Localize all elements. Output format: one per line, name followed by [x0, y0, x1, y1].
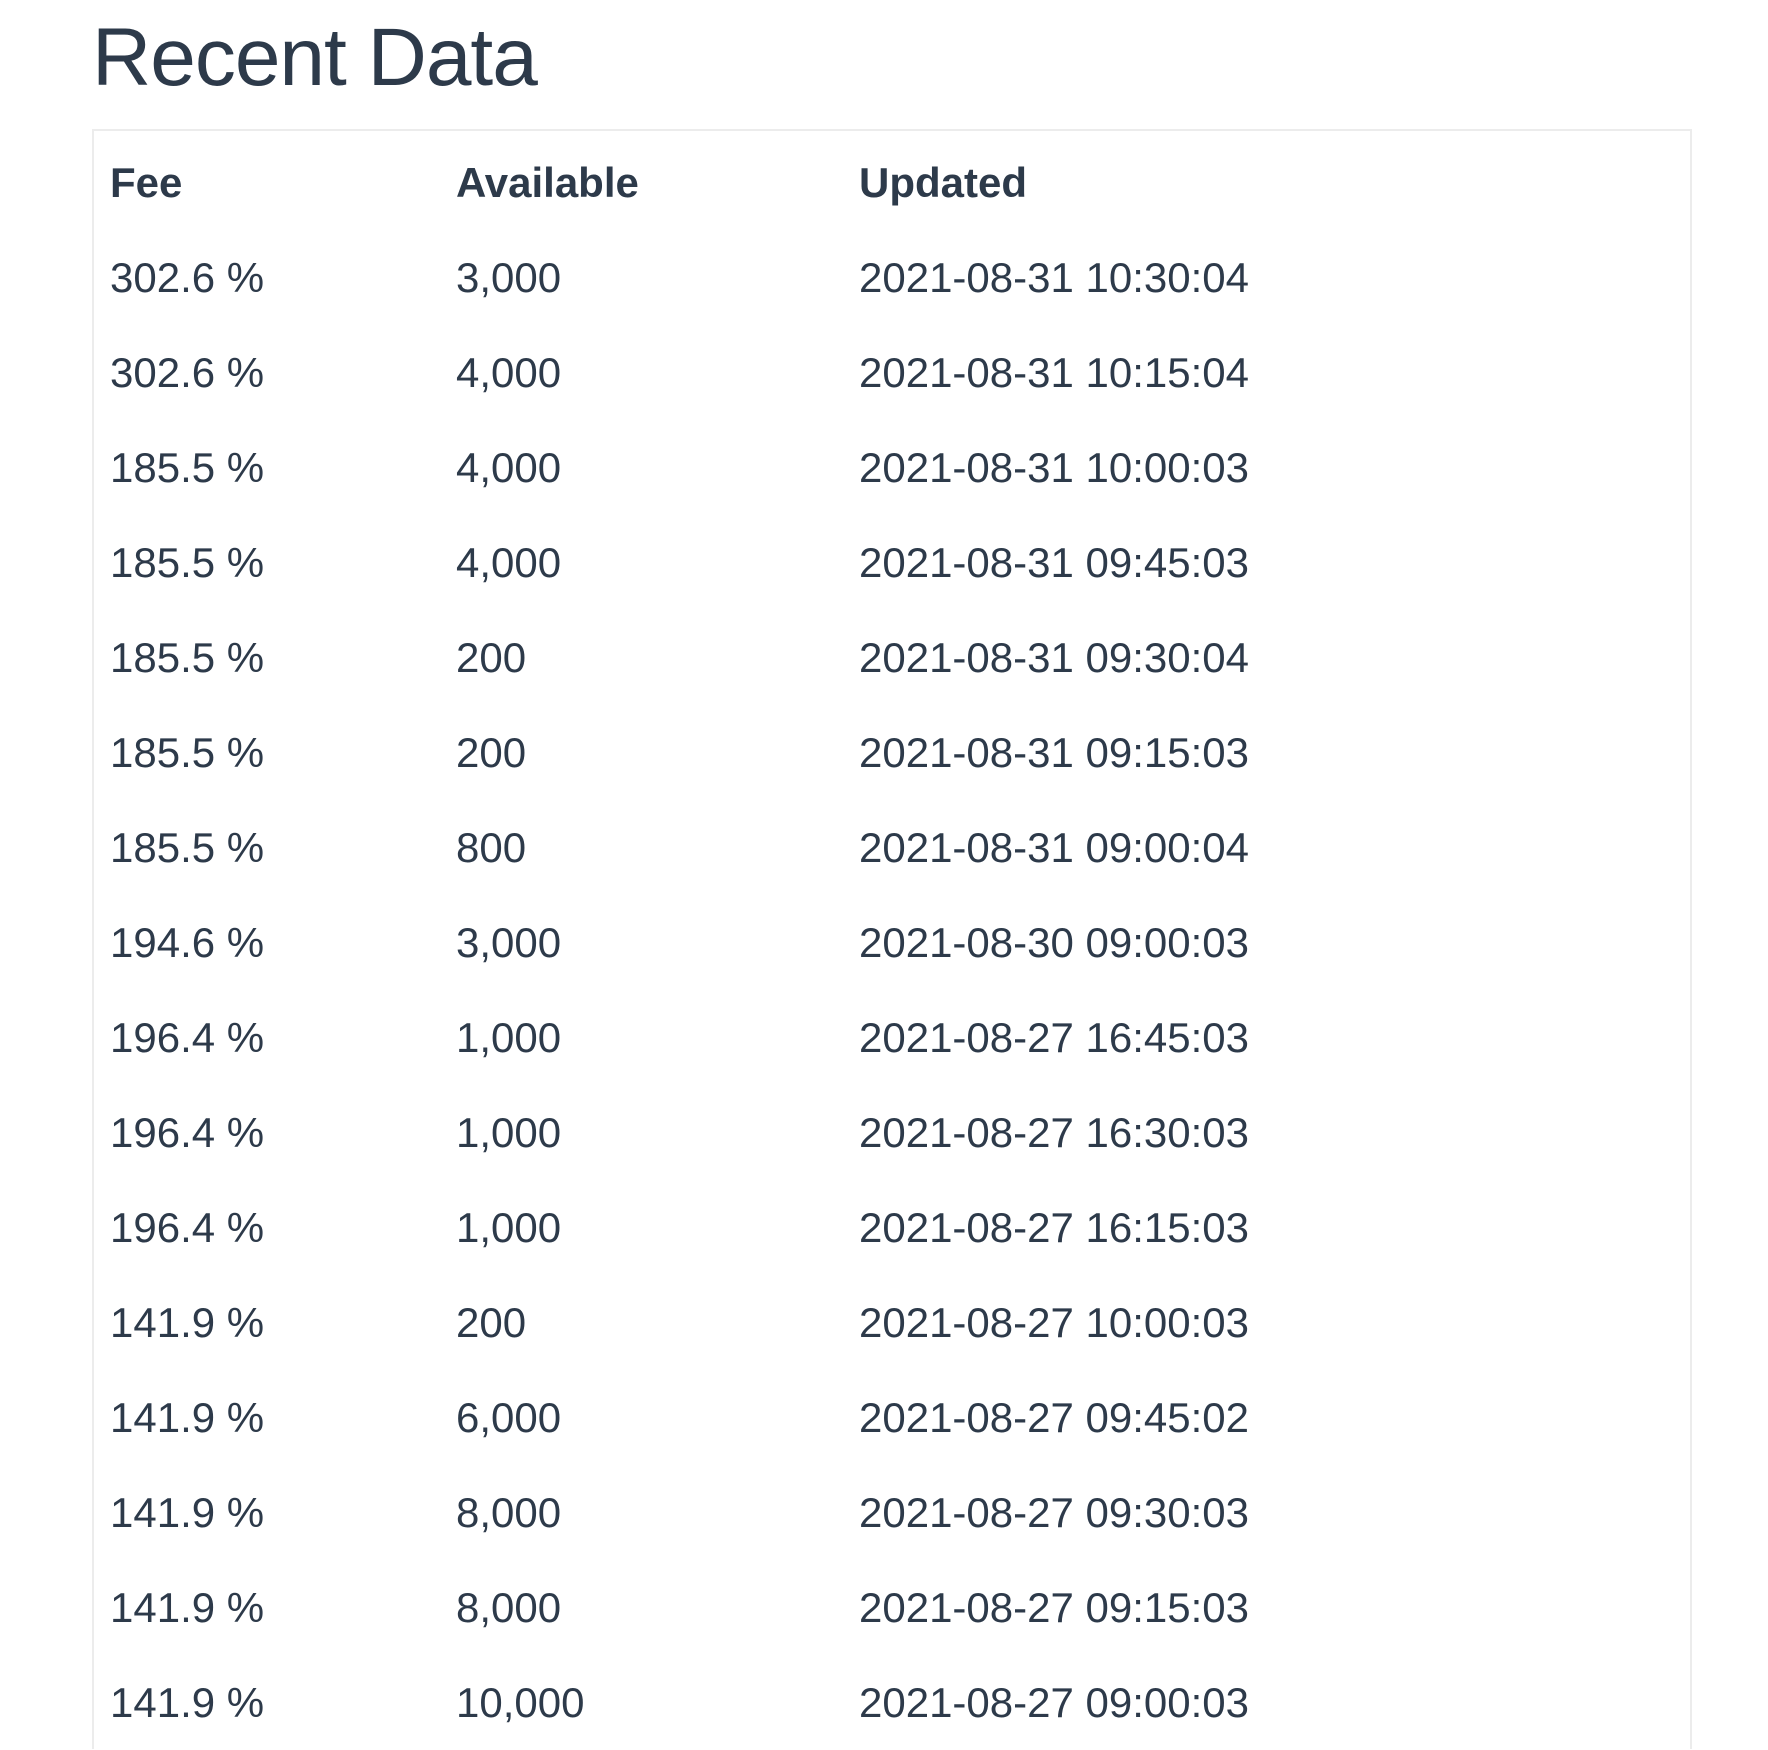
page-title: Recent Data [92, 12, 538, 103]
updated-cell: 2021-08-27 09:00:03 [859, 1679, 1249, 1726]
table-row: 185.5 % 4,000 2021-08-31 10:00:03 [94, 420, 1690, 515]
available-cell: 200 [456, 634, 527, 681]
updated-cell: 2021-08-31 10:00:03 [859, 444, 1249, 491]
table-row: 141.9 % 8,000 2021-08-27 09:15:03 [94, 1560, 1690, 1655]
table-header-row: Fee Available Updated [94, 135, 1690, 230]
updated-cell: 2021-08-31 09:00:04 [859, 824, 1249, 871]
fee-cell: 196.4 % [110, 1014, 265, 1061]
available-cell: 1,000 [456, 1204, 562, 1251]
updated-cell: 2021-08-31 09:15:03 [859, 729, 1249, 776]
fee-cell: 302.6 % [110, 349, 265, 396]
fee-cell: 194.6 % [110, 919, 265, 966]
column-header-updated: Updated [859, 159, 1027, 206]
updated-cell: 2021-08-31 10:15:04 [859, 349, 1249, 396]
available-cell: 1,000 [456, 1014, 562, 1061]
column-header-fee: Fee [110, 159, 183, 206]
column-header-available: Available [456, 159, 639, 206]
table-row: 196.4 % 1,000 2021-08-27 16:15:03 [94, 1180, 1690, 1275]
available-cell: 8,000 [456, 1489, 562, 1536]
available-cell: 10,000 [456, 1679, 585, 1726]
available-cell: 6,000 [456, 1394, 562, 1441]
updated-cell: 2021-08-27 16:15:03 [859, 1204, 1249, 1251]
fee-cell: 196.4 % [110, 1204, 265, 1251]
updated-cell: 2021-08-27 16:45:03 [859, 1014, 1249, 1061]
fee-cell: 141.9 % [110, 1394, 265, 1441]
fee-cell: 141.9 % [110, 1679, 265, 1726]
fee-cell: 141.9 % [110, 1489, 265, 1536]
available-cell: 3,000 [456, 254, 562, 301]
fee-cell: 302.6 % [110, 254, 265, 301]
updated-cell: 2021-08-27 16:30:03 [859, 1109, 1249, 1156]
available-cell: 4,000 [456, 444, 562, 491]
table-row: 302.6 % 4,000 2021-08-31 10:15:04 [94, 325, 1690, 420]
available-cell: 1,000 [456, 1109, 562, 1156]
table-row: 185.5 % 200 2021-08-31 09:30:04 [94, 610, 1690, 705]
table-row: 194.6 % 3,000 2021-08-30 09:00:03 [94, 895, 1690, 990]
fee-cell: 185.5 % [110, 444, 265, 491]
table-row: 141.9 % 10,000 2021-08-27 09:00:03 [94, 1655, 1690, 1750]
fee-cell: 196.4 % [110, 1109, 265, 1156]
updated-cell: 2021-08-27 10:00:03 [859, 1299, 1249, 1346]
updated-cell: 2021-08-27 09:45:02 [859, 1394, 1249, 1441]
fee-cell: 141.9 % [110, 1299, 265, 1346]
available-cell: 200 [456, 1299, 527, 1346]
updated-cell: 2021-08-31 09:45:03 [859, 539, 1249, 586]
updated-cell: 2021-08-31 10:30:04 [859, 254, 1249, 301]
table-row: 141.9 % 6,000 2021-08-27 09:45:02 [94, 1370, 1690, 1465]
available-cell: 4,000 [456, 539, 562, 586]
table-row: 302.6 % 3,000 2021-08-31 10:30:04 [94, 230, 1690, 325]
fee-cell: 185.5 % [110, 539, 265, 586]
updated-cell: 2021-08-27 09:30:03 [859, 1489, 1249, 1536]
updated-cell: 2021-08-31 09:30:04 [859, 634, 1249, 681]
updated-cell: 2021-08-27 09:15:03 [859, 1584, 1249, 1631]
fee-cell: 185.5 % [110, 824, 265, 871]
recent-data-table: Fee Available Updated 302.6 % 3,000 2021-0… [92, 129, 1692, 1749]
table-row: 185.5 % 200 2021-08-31 09:15:03 [94, 705, 1690, 800]
table-row: 196.4 % 1,000 2021-08-27 16:45:03 [94, 990, 1690, 1085]
fee-cell: 185.5 % [110, 729, 265, 776]
table-row: 141.9 % 8,000 2021-08-27 09:30:03 [94, 1465, 1690, 1560]
fee-cell: 185.5 % [110, 634, 265, 681]
available-cell: 8,000 [456, 1584, 562, 1631]
available-cell: 4,000 [456, 349, 562, 396]
table-row: 196.4 % 1,000 2021-08-27 16:30:03 [94, 1085, 1690, 1180]
fee-cell: 141.9 % [110, 1584, 265, 1631]
table-row: 185.5 % 800 2021-08-31 09:00:04 [94, 800, 1690, 895]
table-row: 185.5 % 4,000 2021-08-31 09:45:03 [94, 515, 1690, 610]
available-cell: 800 [456, 824, 527, 871]
available-cell: 200 [456, 729, 527, 776]
available-cell: 3,000 [456, 919, 562, 966]
table-row: 141.9 % 200 2021-08-27 10:00:03 [94, 1275, 1690, 1370]
updated-cell: 2021-08-30 09:00:03 [859, 919, 1249, 966]
